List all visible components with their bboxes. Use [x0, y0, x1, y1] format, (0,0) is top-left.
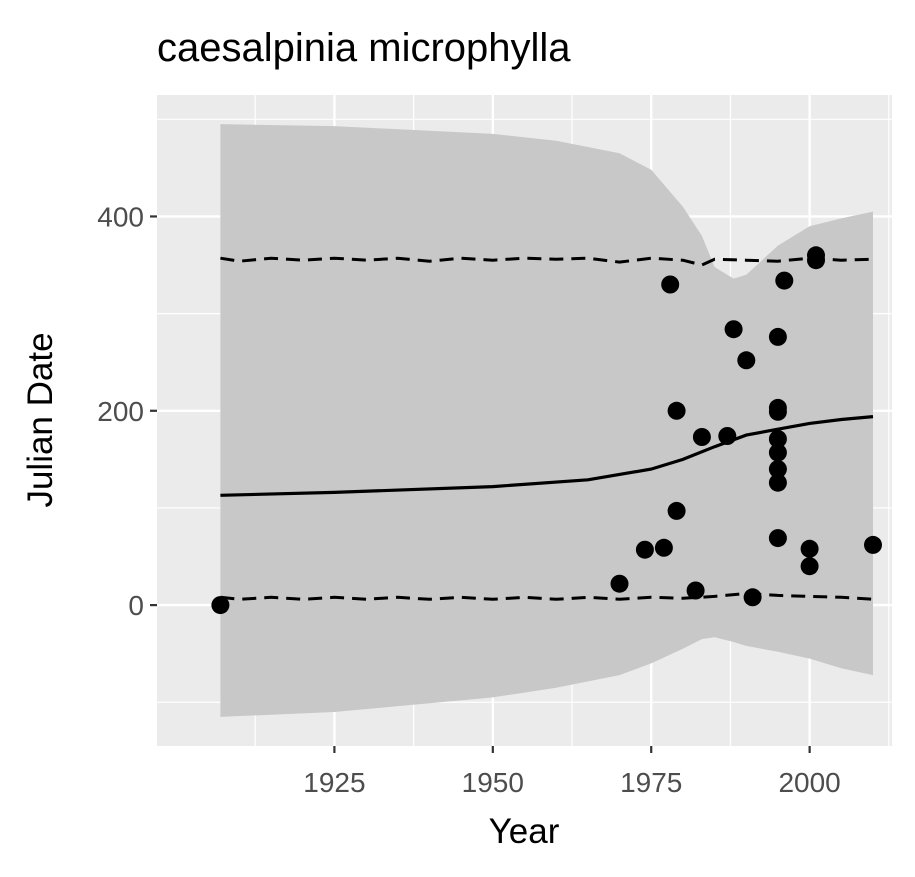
data-point: [800, 557, 819, 576]
data-point: [211, 596, 230, 615]
x-tick-label: 1925: [303, 767, 365, 798]
data-point: [768, 460, 787, 479]
data-point: [768, 430, 787, 448]
data-point: [610, 574, 629, 593]
y-tick-label: 0: [128, 590, 144, 621]
data-point: [661, 275, 680, 294]
data-point: [768, 402, 787, 421]
data-points: [211, 246, 882, 615]
data-point: [807, 251, 825, 270]
data-point: [768, 443, 787, 462]
chart-title: caesalpinia microphylla: [157, 26, 571, 70]
data-point: [768, 473, 787, 492]
data-point: [635, 540, 654, 559]
y-axis: 0 200 400: [97, 201, 157, 621]
data-point: [692, 428, 711, 446]
data-point: [667, 501, 686, 520]
x-tick-label: 1950: [462, 767, 524, 798]
x-axis: 1925 1950 1975 2000: [303, 746, 841, 798]
y-tick-label: 200: [97, 396, 144, 427]
data-point: [800, 539, 819, 558]
data-point: [768, 327, 787, 346]
data-point: [743, 588, 762, 607]
data-point: [864, 535, 882, 554]
y-tick-label: 400: [97, 201, 144, 232]
y-axis-title: Julian Date: [21, 332, 60, 507]
data-point: [718, 427, 737, 445]
trend-line: [220, 415, 874, 497]
data-point: [775, 271, 794, 290]
data-point: [768, 529, 787, 548]
x-axis-title: Year: [489, 812, 560, 851]
data-point: [724, 320, 743, 339]
upper-dashed-line: [220, 256, 874, 267]
x-tick-label: 2000: [778, 767, 840, 798]
confidence-ribbon: [220, 124, 873, 717]
data-point: [686, 581, 705, 600]
lower-dashed-line: [220, 591, 874, 601]
data-point: [667, 401, 686, 420]
data-point: [737, 351, 756, 370]
data-point: [654, 538, 673, 557]
x-tick-label: 1975: [620, 767, 682, 798]
